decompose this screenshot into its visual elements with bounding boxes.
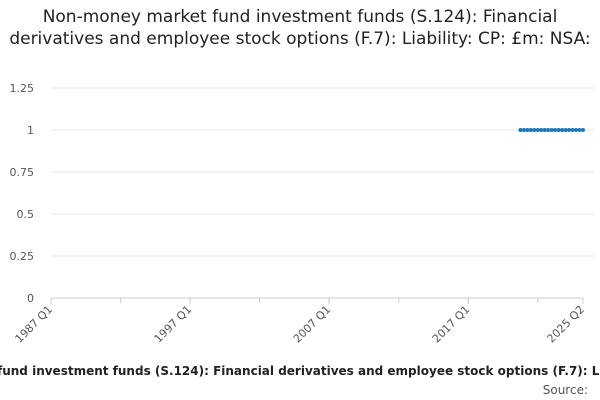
- data-point: [577, 128, 582, 132]
- data-point: [581, 128, 585, 132]
- source-label: Source:: [542, 383, 588, 397]
- y-tick-label: 0.5: [17, 208, 35, 221]
- data-point: [525, 128, 530, 132]
- data-point: [546, 128, 551, 132]
- x-tick-label: 1997 Q1: [152, 303, 195, 346]
- data-point: [570, 128, 575, 132]
- data-point: [574, 128, 579, 132]
- y-tick-label: 0.75: [10, 166, 35, 179]
- x-tick-label: 1987 Q1: [13, 303, 56, 346]
- chart-title: Non-money market fund investment funds (…: [9, 7, 591, 49]
- x-tick-label: 2025 Q2: [545, 303, 588, 346]
- data-point: [535, 128, 540, 132]
- data-point: [553, 128, 558, 132]
- x-axis-label: fund investment funds (S.124): Financial…: [0, 364, 600, 378]
- data-point: [563, 128, 568, 132]
- x-tick-label: 2017 Q1: [430, 303, 473, 346]
- y-tick-label: 1: [27, 124, 34, 137]
- y-tick-label: 1.25: [10, 82, 35, 95]
- data-point: [528, 128, 533, 132]
- data-point: [542, 128, 547, 132]
- data-point: [567, 128, 572, 132]
- grid-layer: [51, 87, 595, 257]
- data-point: [539, 128, 544, 132]
- x-tick-label: 2007 Q1: [291, 303, 334, 346]
- data-point: [518, 128, 523, 132]
- y-tick-label: 0.25: [10, 250, 35, 263]
- series-layer: [518, 128, 585, 132]
- data-point: [556, 128, 561, 132]
- data-point: [549, 128, 554, 132]
- y-tick-label: 0: [27, 292, 34, 305]
- data-point: [560, 128, 565, 132]
- data-point: [521, 128, 526, 132]
- data-point: [532, 128, 537, 132]
